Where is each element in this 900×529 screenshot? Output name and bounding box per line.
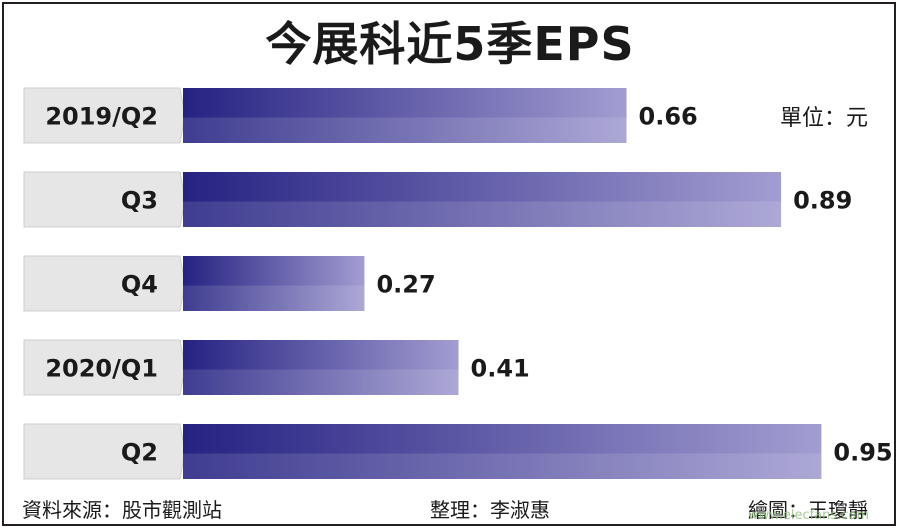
bar [183,424,822,479]
bar [183,256,365,311]
bar-shade [183,285,365,311]
bar-shade [183,453,822,479]
category-label: 2019/Q2 [45,103,158,131]
category-label: Q4 [121,271,158,299]
bar [183,340,459,395]
chart-title: 今展科近5季EPS [265,17,635,71]
category-tab [23,339,186,396]
bar-shade [183,201,782,227]
value-label: 0.95 [833,439,892,467]
bar [183,88,627,143]
category-label: 2020/Q1 [45,355,158,383]
bar-shade [183,369,459,395]
category-label: Q3 [121,187,158,215]
category-tab [23,87,186,144]
value-label: 0.27 [376,271,435,299]
value-label: 0.89 [793,187,852,215]
illustrator-note: 繪圖：王瓊靜 [748,498,868,522]
bar [183,172,782,227]
value-label: 0.66 [639,103,698,131]
source-note: 資料來源：股市觀測站 [22,498,222,522]
editor-note: 整理：李淑惠 [430,498,550,522]
unit-label: 單位：元 [780,106,869,131]
category-tab [23,423,186,480]
category-label: Q2 [121,439,158,467]
watermark: www.elecfans.com [748,508,870,523]
value-label: 0.41 [471,355,530,383]
bar-shade [183,117,627,143]
category-tab [23,171,186,228]
category-tab [23,255,186,312]
